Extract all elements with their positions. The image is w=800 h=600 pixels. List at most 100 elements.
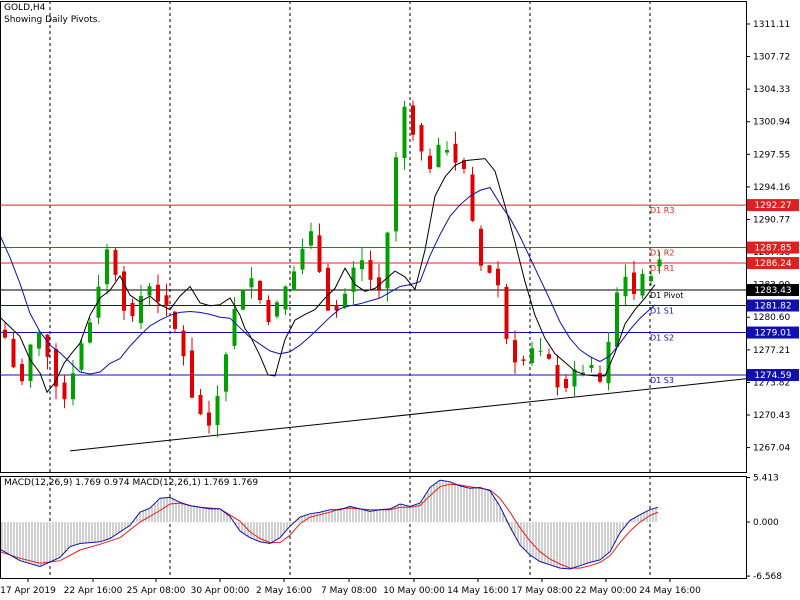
candle-bear <box>428 155 432 170</box>
candle-bull <box>275 302 279 317</box>
candle-bull <box>79 343 84 370</box>
x-tick-label: 25 Apr 08:00 <box>127 586 186 596</box>
candle-bull <box>385 232 390 289</box>
pivot-line-label: D1 R3 <box>650 206 674 215</box>
macd-panel-frame <box>0 476 747 579</box>
candle-bear <box>462 160 466 169</box>
candle-bear <box>555 365 560 388</box>
candle-bear <box>470 174 475 221</box>
candle-bull <box>343 293 347 308</box>
candle-bear <box>181 330 186 357</box>
macd-main-line <box>0 479 659 570</box>
candle-bull <box>394 157 398 232</box>
candle-bear <box>479 228 483 266</box>
pivot-line-label: D1 S3 <box>650 376 674 385</box>
x-tick-label: 17 Apr 2019 <box>0 586 56 596</box>
candle-bull <box>96 286 101 318</box>
candle-bull <box>224 354 228 392</box>
y-tick-label: 1290.77 <box>753 215 790 225</box>
y-tick-label: 1294.16 <box>753 183 790 193</box>
candle-bull <box>351 267 356 292</box>
candle-bear <box>173 311 177 329</box>
candle-bear <box>266 300 271 323</box>
candle-bear <box>411 105 415 135</box>
candle-bear <box>54 349 58 387</box>
candle-bear <box>326 267 330 311</box>
candle-bear <box>45 334 50 357</box>
candle-bear <box>487 265 492 273</box>
candle-bull <box>147 286 152 296</box>
candle-bear <box>504 286 509 339</box>
candle-bull <box>292 271 296 291</box>
pivot-price-tag <box>747 299 799 312</box>
candle-bear <box>113 250 118 275</box>
candle-bear <box>317 235 322 272</box>
candle-bear <box>598 372 602 382</box>
x-tick-label: 22 Apr 16:00 <box>64 586 123 596</box>
candle-bear <box>62 382 67 400</box>
candle-bear <box>156 284 160 302</box>
price-panel-frame <box>0 1 747 473</box>
candle-bear <box>130 302 135 317</box>
pivot-price-tag <box>747 369 799 382</box>
pivot-price-tag-text: 1286.24 <box>754 259 791 269</box>
candle-bear <box>564 378 568 388</box>
x-tick-label: 14 May 16:00 <box>447 586 509 596</box>
candle-bull <box>28 344 33 381</box>
candle-bear <box>377 277 381 290</box>
pivot-price-tag-text: 1287.85 <box>754 244 791 254</box>
candle-bull <box>640 273 645 296</box>
candle-bear <box>258 280 262 301</box>
pivot-price-tag <box>747 257 799 270</box>
candle-bull <box>615 292 619 347</box>
pivot-line-label: D1 Pivot <box>650 291 683 300</box>
macd-indicator-label: MACD(12,26,9) 1.769 0.974 MACD(12,26,1) … <box>4 478 259 488</box>
candle-bear <box>419 125 424 152</box>
candle-bear <box>198 394 203 414</box>
macd-y-tick-label: 5.413 <box>753 474 779 484</box>
candle-bull <box>241 289 245 310</box>
pivot-line-label: D1 R1 <box>650 264 674 273</box>
pivot-price-tag <box>747 199 799 212</box>
pivot-line-label: D1 S2 <box>650 334 674 343</box>
y-tick-label: 1304.33 <box>753 85 790 95</box>
y-tick-label: 1297.55 <box>753 150 790 160</box>
pivot-subtitle: Showing Daily Pivots. <box>4 15 101 25</box>
candle-bull <box>309 231 313 246</box>
candle-bear <box>521 359 526 361</box>
candle-bull <box>283 286 288 310</box>
candle-bull <box>232 309 237 346</box>
candle-bull <box>623 276 628 297</box>
candle-bear <box>164 295 169 306</box>
pivot-price-tag-text: 1279.01 <box>754 329 791 339</box>
pivot-price-tag-text: 1292.27 <box>754 201 791 211</box>
y-tick-label: 1307.72 <box>753 53 790 63</box>
candle-bull <box>538 350 543 352</box>
pivot-price-tag-text: 1283.43 <box>754 286 791 296</box>
macd-y-tick-label: 0.000 <box>753 518 779 528</box>
candle-bull <box>402 106 407 158</box>
slow-ma-line <box>0 186 656 375</box>
pivot-line-label: D1 S1 <box>650 307 674 316</box>
x-tick-label: 30 Apr 00:00 <box>191 586 250 596</box>
candle-bull <box>572 369 577 387</box>
candle-bull <box>649 276 653 282</box>
x-tick-label: 2 May 16:00 <box>256 586 312 596</box>
pivot-price-tag <box>747 326 799 339</box>
candle-bear <box>334 305 339 311</box>
y-tick-label: 1267.04 <box>753 444 790 454</box>
x-tick-label: 24 May 16:00 <box>639 586 701 596</box>
candle-bear <box>453 143 458 163</box>
macd-signal-line <box>0 483 659 569</box>
candle-bull <box>360 260 364 270</box>
pivot-price-tag <box>747 241 799 254</box>
x-tick-label: 22 May 00:00 <box>575 586 637 596</box>
macd-chart-area[interactable] <box>0 476 659 578</box>
price-chart-area[interactable]: D1 R3 D1 R2 D1 R1 D1 Pivot D1 S1 D1 S2 D1 S3 <box>0 1 747 472</box>
macd-y-tick-label: -6.568 <box>753 572 782 582</box>
fast-ma-line <box>0 158 656 394</box>
y-tick-label: 1277.21 <box>753 346 790 356</box>
candle-bull <box>215 396 220 426</box>
y-tick-label: 1273.82 <box>753 378 790 388</box>
